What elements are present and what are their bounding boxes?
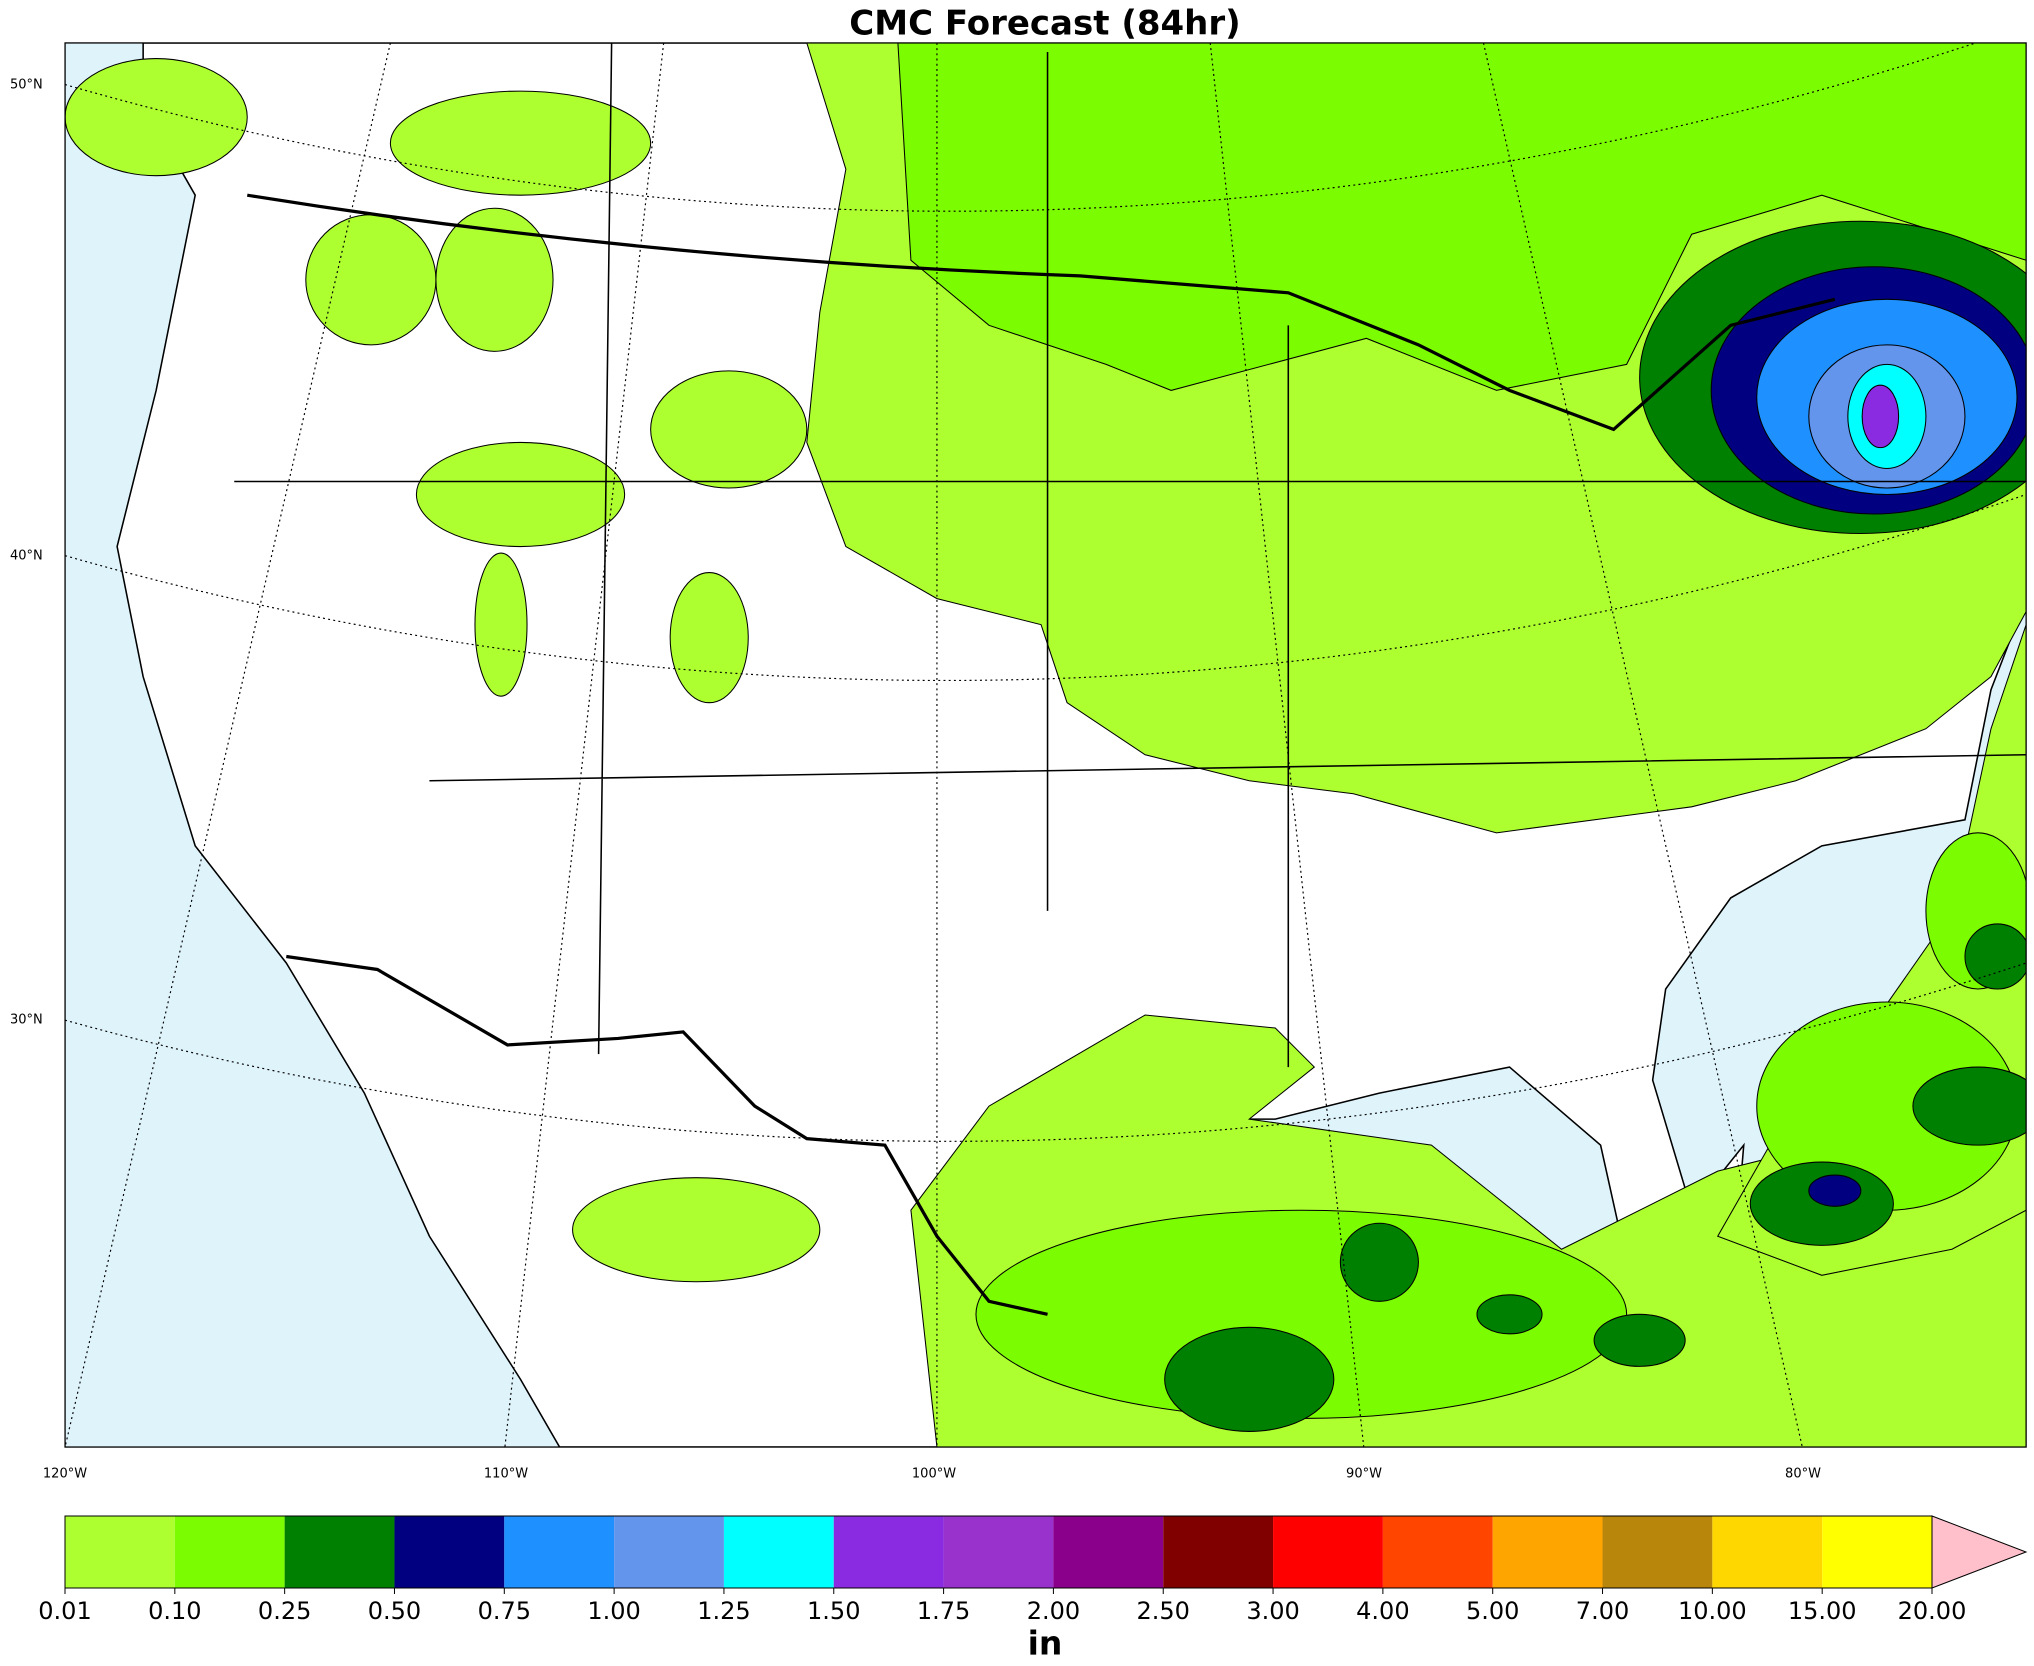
colorbar-swatch [1273, 1516, 1383, 1588]
title: CMC Forecast (84hr) [849, 4, 1240, 44]
colorbar-label: 1.50 [807, 1597, 860, 1625]
borders [234, 42, 2027, 1316]
colorbar-swatch [394, 1516, 505, 1588]
precip [65, 42, 2027, 1448]
lon-label: 120°W [43, 1467, 87, 1482]
colorbar-swatch [1163, 1516, 1274, 1588]
colorbar-swatch [1053, 1516, 1164, 1588]
colorbar-label: 1.25 [697, 1597, 750, 1625]
colorbar-label: 3.00 [1246, 1597, 1299, 1625]
colorbar-label: 0.50 [368, 1597, 421, 1625]
colorbar-label: 0.25 [258, 1597, 311, 1625]
colorbar-swatch [1492, 1516, 1603, 1588]
colorbar-label: 7.00 [1576, 1597, 1629, 1625]
colorbar-label: 4.00 [1356, 1597, 1409, 1625]
map [64, 42, 2027, 1448]
colorbar-unit: in [1028, 1624, 1063, 1663]
colorbar-label: 1.75 [917, 1597, 970, 1625]
colorbar-swatch [943, 1516, 1054, 1588]
colorbar-swatch [1712, 1516, 1823, 1588]
colorbar-label: 0.10 [148, 1597, 201, 1625]
graticule [65, 42, 2027, 1448]
colorbar-label: 2.00 [1027, 1597, 1080, 1625]
colorbar-swatch [1382, 1516, 1493, 1588]
colorbar-label: 15.00 [1788, 1597, 1857, 1625]
colorbar-label: 0.01 [38, 1597, 91, 1625]
colorbar-swatch [833, 1516, 944, 1588]
colorbar-extend [1931, 1515, 2028, 1589]
colorbar-swatch [504, 1516, 615, 1588]
colorbar-frame [64, 1515, 1933, 1589]
colorbar-label: 5.00 [1466, 1597, 1519, 1625]
lat-label: 40°N [10, 549, 43, 564]
colorbar-swatch [614, 1516, 724, 1588]
colorbar-swatch [65, 1516, 175, 1588]
lon-label: 110°W [484, 1467, 528, 1482]
colorbar-swatch [174, 1516, 285, 1588]
colorbar-label: 0.75 [478, 1597, 531, 1625]
colorbar-swatch [1822, 1516, 1932, 1588]
colorbar-swatch [284, 1516, 395, 1588]
colorbar-label: 1.00 [587, 1597, 640, 1625]
lon-label: 90°W [1346, 1467, 1382, 1482]
colorbar-label: 20.00 [1898, 1597, 1967, 1625]
lat-label: 50°N [10, 78, 43, 93]
lat-label: 30°N [10, 1013, 43, 1028]
lon-label: 100°W [912, 1467, 956, 1482]
colorbar-swatch [723, 1516, 834, 1588]
lon-label: 80°W [1785, 1467, 1821, 1482]
colorbar-swatch [1602, 1516, 1713, 1588]
map-frame [64, 42, 2027, 1448]
colorbar-label: 10.00 [1678, 1597, 1747, 1625]
colorbar-label: 2.50 [1137, 1597, 1190, 1625]
